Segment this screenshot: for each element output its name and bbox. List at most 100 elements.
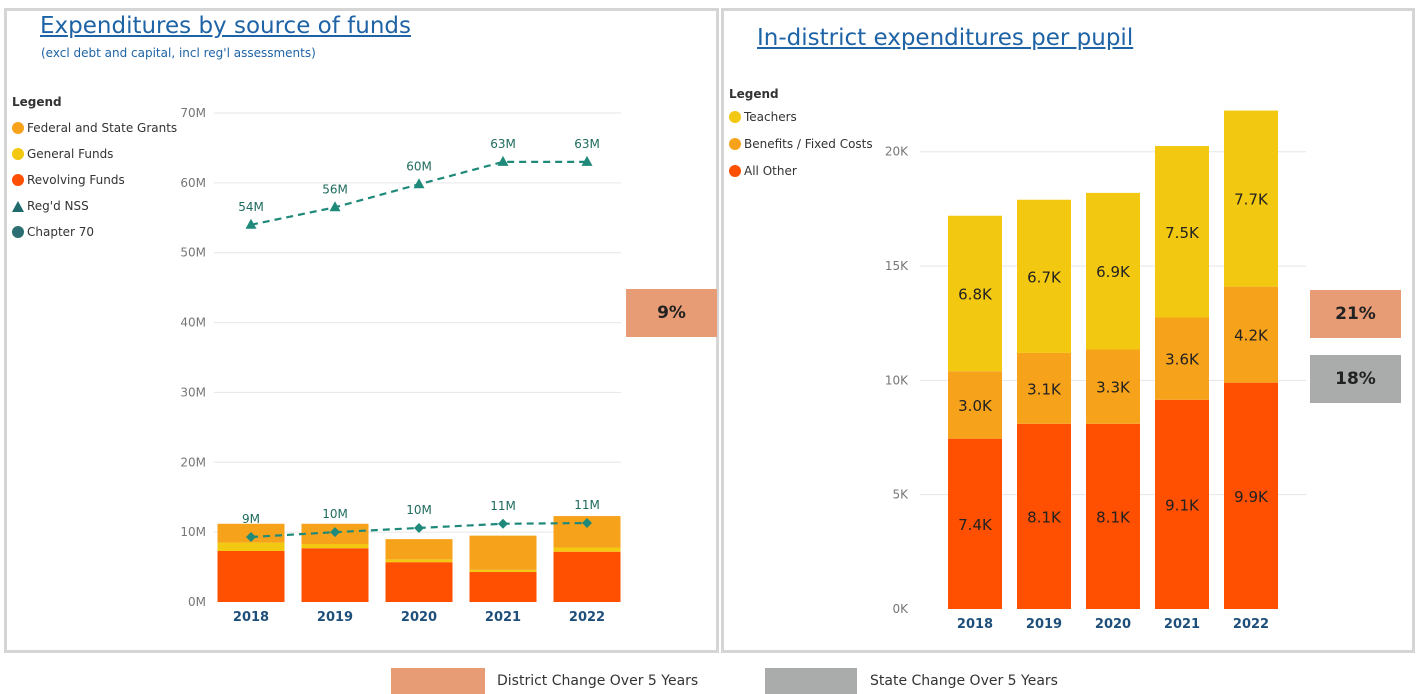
data-label: 8.1K bbox=[1027, 508, 1062, 526]
bar-segment bbox=[1224, 110, 1278, 287]
y-tick-label: 40M bbox=[180, 316, 206, 330]
line-data-label: 63M bbox=[490, 137, 516, 151]
x-tick-label: 2018 bbox=[957, 617, 993, 632]
y-tick-label: 0M bbox=[188, 595, 206, 609]
bar-segment bbox=[1224, 382, 1278, 609]
line-point-triangle bbox=[497, 155, 509, 166]
data-label: 6.9K bbox=[1096, 263, 1131, 281]
data-label: 7.4K bbox=[958, 516, 993, 534]
bar-segment bbox=[1017, 199, 1071, 353]
line-data-label: 9M bbox=[242, 512, 260, 526]
data-label: 8.1K bbox=[1096, 508, 1131, 526]
y-tick-label: 70M bbox=[180, 106, 206, 120]
line-data-label: 11M bbox=[490, 499, 516, 513]
legend-item-revolving-funds[interactable]: Revolving Funds bbox=[12, 167, 177, 193]
right-legend: Legend Teachers Benefits / Fixed Costs A… bbox=[729, 87, 873, 184]
legend-circle-icon bbox=[729, 110, 741, 123]
bar-segment bbox=[1155, 146, 1209, 318]
legend-circle-icon bbox=[12, 174, 24, 186]
legend-item-general-funds[interactable]: General Funds bbox=[12, 141, 177, 167]
line-data-label: 11M bbox=[574, 498, 600, 512]
y-tick-label: 15K bbox=[885, 259, 909, 273]
y-tick-label: 5K bbox=[892, 488, 909, 502]
y-tick-label: 60M bbox=[180, 176, 206, 190]
right-chart-panel: In-district expenditures per pupil Legen… bbox=[721, 8, 1415, 653]
bar-segment bbox=[948, 215, 1002, 372]
legend-item-all-other[interactable]: All Other bbox=[729, 157, 873, 184]
bar-segment bbox=[1224, 286, 1278, 383]
left-chart-title[interactable]: Expenditures by source of funds bbox=[40, 13, 411, 39]
legend-item-federal-state-grants[interactable]: Federal and State Grants bbox=[12, 115, 177, 141]
x-tick-label: 2021 bbox=[485, 610, 521, 625]
x-tick-label: 2022 bbox=[1233, 617, 1269, 632]
bar-segment bbox=[301, 544, 369, 549]
legend-circle-icon bbox=[729, 137, 741, 150]
y-tick-label: 10M bbox=[180, 525, 206, 539]
x-tick-label: 2018 bbox=[233, 610, 269, 625]
legend-item-teachers[interactable]: Teachers bbox=[729, 103, 873, 130]
state-change-badge: 18% bbox=[1310, 355, 1401, 403]
y-tick-label: 0K bbox=[892, 602, 909, 616]
line-point-diamond bbox=[414, 522, 424, 533]
data-label: 4.2K bbox=[1234, 327, 1269, 345]
y-tick-label: 10K bbox=[885, 373, 909, 387]
data-label: 9.1K bbox=[1165, 496, 1200, 514]
data-label: 7.5K bbox=[1165, 224, 1200, 242]
line-point-diamond bbox=[330, 527, 340, 538]
right-chart-plot[interactable]: 0K 5K 10K 15K 20K 7.4K 3.0K 6.8K 2018 8.1K 3.1K 6.7… bbox=[724, 11, 1412, 650]
bar-segment bbox=[469, 571, 537, 602]
district-change-badge: 9% bbox=[626, 289, 717, 337]
x-tick-label: 2020 bbox=[1095, 617, 1131, 632]
bar-segment bbox=[1155, 317, 1209, 400]
left-chart-plot[interactable]: 0M 10M 20M 30M 40M 50M 60M 70M 2018 2019 2020 2021 2… bbox=[7, 11, 716, 650]
line-data-label: 63M bbox=[574, 137, 600, 151]
right-chart-title[interactable]: In-district expenditures per pupil bbox=[757, 25, 1134, 51]
state-change-label: State Change Over 5 Years bbox=[870, 673, 1058, 689]
legend-item-benefits-fixed-costs[interactable]: Benefits / Fixed Costs bbox=[729, 130, 873, 157]
legend-triangle-icon bbox=[12, 200, 24, 212]
data-label: 3.0K bbox=[958, 397, 993, 415]
bar-segment bbox=[217, 551, 285, 602]
left-legend-title: Legend bbox=[12, 95, 62, 109]
data-label: 9.9K bbox=[1234, 488, 1269, 506]
y-tick-label: 50M bbox=[180, 246, 206, 260]
line-point-diamond bbox=[498, 518, 508, 529]
bar-segment bbox=[469, 569, 537, 572]
data-label: 6.7K bbox=[1027, 268, 1062, 286]
line-data-label: 60M bbox=[406, 159, 432, 173]
district-change-badge: 21% bbox=[1310, 290, 1401, 338]
bar-segment bbox=[385, 539, 453, 560]
bar-segment bbox=[553, 547, 621, 552]
bar-segment bbox=[553, 551, 621, 602]
district-change-label: District Change Over 5 Years bbox=[497, 673, 699, 689]
y-tick-label: 20K bbox=[885, 145, 909, 159]
left-legend: Legend Federal and State Grants General … bbox=[12, 95, 177, 245]
legend-item-chapter-70[interactable]: Chapter 70 bbox=[12, 219, 177, 245]
x-tick-label: 2019 bbox=[317, 610, 353, 625]
right-legend-title: Legend bbox=[729, 87, 779, 101]
legend-circle-icon bbox=[729, 164, 741, 177]
line-point-diamond bbox=[582, 518, 592, 529]
bar-segment bbox=[469, 535, 537, 570]
data-label: 7.7K bbox=[1234, 191, 1269, 209]
legend-circle-icon bbox=[12, 226, 24, 238]
x-tick-label: 2022 bbox=[569, 610, 605, 625]
data-label: 3.1K bbox=[1027, 380, 1062, 398]
line-data-label: 10M bbox=[322, 507, 348, 521]
district-change-swatch bbox=[391, 668, 485, 694]
legend-item-regd-nss[interactable]: Reg'd NSS bbox=[12, 193, 177, 219]
x-tick-label: 2019 bbox=[1026, 617, 1062, 632]
y-tick-label: 30M bbox=[180, 385, 206, 399]
bar-segment bbox=[217, 542, 285, 552]
y-tick-label: 20M bbox=[180, 455, 206, 469]
legend-circle-icon bbox=[12, 148, 24, 160]
legend-circle-icon bbox=[12, 122, 24, 134]
bar-segment bbox=[948, 438, 1002, 609]
bar-segment bbox=[385, 562, 453, 602]
line-point-triangle bbox=[581, 155, 593, 166]
bar-segment bbox=[948, 371, 1002, 439]
line-data-label: 54M bbox=[238, 200, 264, 214]
left-chart-panel: Expenditures by source of funds (excl de… bbox=[4, 8, 719, 653]
data-label: 6.8K bbox=[958, 285, 993, 303]
data-label: 3.6K bbox=[1165, 351, 1200, 369]
